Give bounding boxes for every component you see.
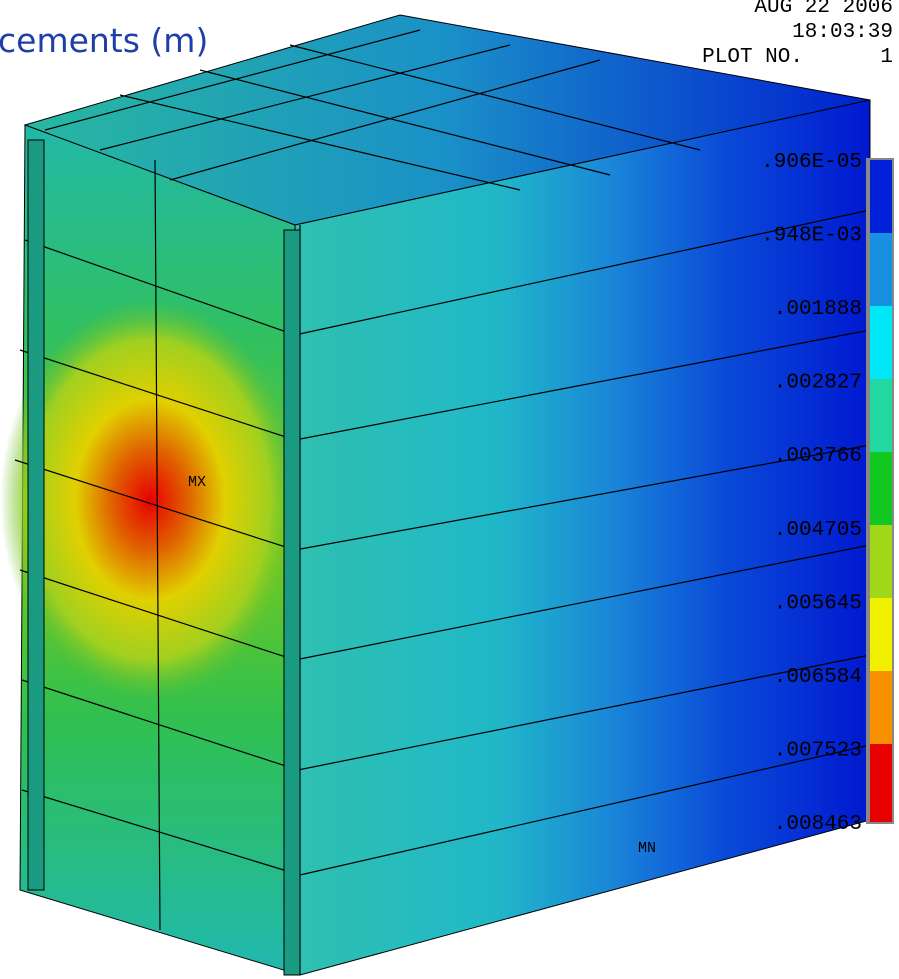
date: AUG 22 2006	[754, 0, 893, 19]
legend-band	[870, 598, 892, 671]
legend-label: .006584	[774, 666, 862, 689]
max-annotation: MX	[188, 474, 206, 491]
hot-spot	[0, 300, 300, 700]
legend-band	[870, 306, 892, 379]
legend-label: .004705	[774, 519, 862, 542]
legend-band	[870, 744, 892, 822]
title: cements (m)	[0, 21, 208, 60]
contour-plot: cements (m) AUG 22 2006 18:03:39 PLOT NO…	[0, 0, 899, 979]
legend-label: .002827	[774, 372, 862, 395]
time: 18:03:39	[792, 21, 893, 44]
legend-band	[870, 233, 892, 306]
legend-label: .005645	[774, 592, 862, 615]
legend-label: .948E-03	[761, 225, 862, 248]
legend-label: .007523	[774, 739, 862, 762]
legend-label: .008463	[774, 813, 862, 836]
legend-band	[870, 671, 892, 744]
legend-label: .003766	[774, 445, 862, 468]
plot-label: PLOT NO.	[702, 46, 803, 69]
legend-label: .906E-05	[761, 151, 862, 174]
legend-band	[870, 379, 892, 452]
legend-band	[870, 525, 892, 598]
legend-band	[870, 452, 892, 525]
plot-number: 1	[880, 46, 893, 69]
min-annotation: MN	[638, 840, 656, 857]
legend-label: .001888	[774, 298, 862, 321]
legend-band	[870, 160, 892, 233]
page: cements (m) AUG 22 2006 18:03:39 PLOT NO…	[0, 0, 899, 979]
